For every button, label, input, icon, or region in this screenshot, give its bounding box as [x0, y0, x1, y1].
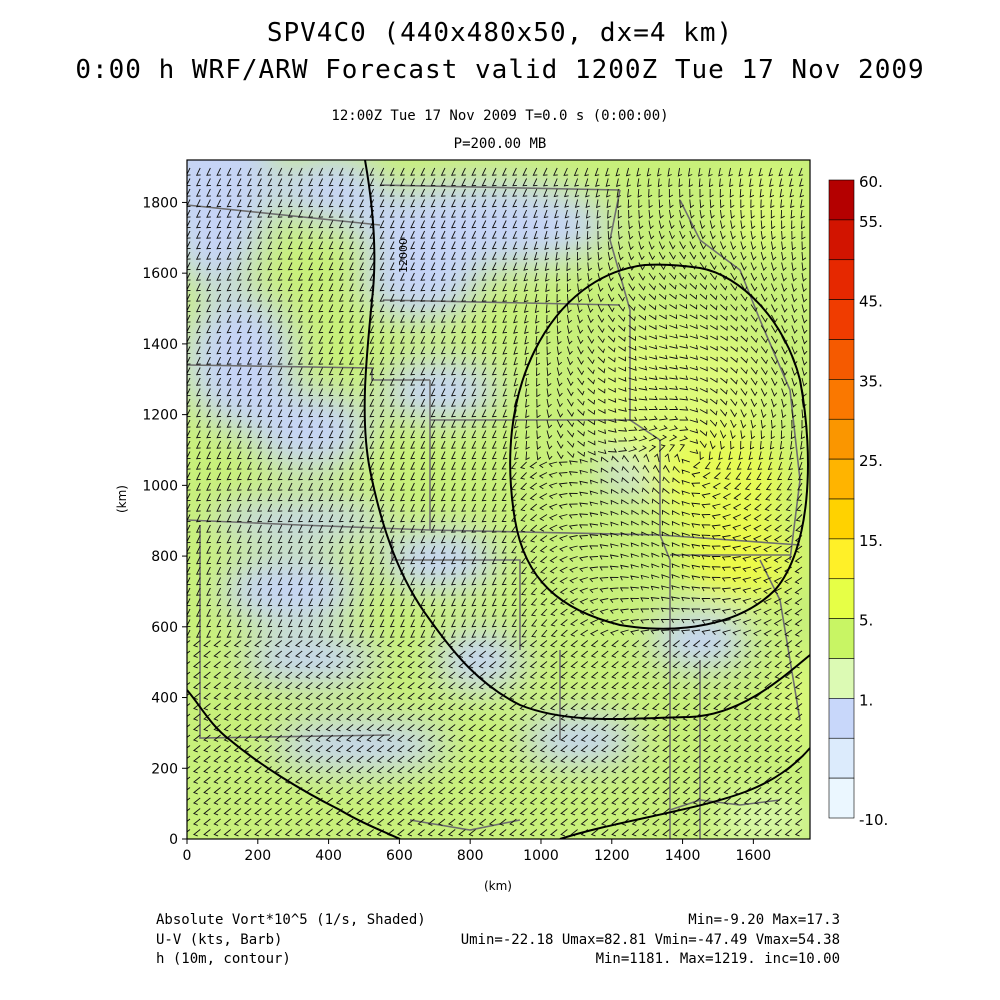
- boundary-line: [199, 525, 391, 739]
- title-line2: 0:00 h WRF/ARW Forecast valid 1200Z Tue …: [75, 55, 925, 85]
- colorbar-label: 15.: [859, 532, 883, 550]
- boundary-line: [187, 204, 381, 226]
- y-tick-label: 1600: [142, 266, 178, 282]
- y-tick-label: 1800: [142, 195, 178, 211]
- colorbar-label: 1.: [859, 691, 873, 709]
- y-tick-label: 1200: [142, 408, 178, 424]
- map-frame: [186, 159, 811, 840]
- x-tick-label: 1200: [594, 848, 630, 864]
- colorbar-segment: [828, 658, 855, 699]
- footer-field1-stats: Min=-9.20 Max=17.3: [688, 912, 840, 928]
- colorbar-segment: [828, 538, 855, 580]
- colorbar-segment: [828, 418, 855, 460]
- title-line1: SPV4C0 (440x480x50, dx=4 km): [266, 18, 734, 48]
- colorbar-label: 25.: [859, 452, 883, 470]
- x-tick-label: 800: [457, 848, 484, 864]
- y-tick-label: 800: [151, 549, 178, 565]
- x-tick-label: 0: [183, 848, 192, 864]
- colorbar-segment: [828, 219, 855, 261]
- boundary-line: [629, 310, 671, 839]
- pressure-level: P=200.00 MB: [453, 136, 547, 152]
- contour-line: [559, 747, 810, 839]
- footer-field2-stats: Umin=-22.18 Umax=82.81 Vmin=-47.49 Vmax=…: [460, 932, 840, 948]
- colorbar-label: 45.: [859, 293, 883, 311]
- barb-glyphs: [187, 167, 808, 837]
- time-info: 12:00Z Tue 17 Nov 2009 T=0.0 s (0:00:00): [331, 108, 669, 124]
- footer-field3: h (10m, contour): [156, 951, 291, 967]
- colorbar-segment: [828, 379, 855, 420]
- colorbar-segment: [828, 498, 855, 540]
- colorbar-segment: [828, 179, 855, 221]
- colorbar-label: 35.: [859, 372, 883, 390]
- colorbar-label: -10.: [859, 811, 888, 829]
- boundary-line: [669, 799, 781, 811]
- boundary-line: [609, 189, 631, 311]
- footer-field2: U-V (kts, Barb): [156, 932, 283, 948]
- colorbar-segment: [828, 698, 855, 739]
- colorbar-segment: [828, 618, 855, 659]
- y-tick-label: 1400: [142, 337, 178, 353]
- y-tick-label: 0: [169, 832, 178, 848]
- boundary-line: [759, 559, 801, 721]
- y-tick-label: 400: [151, 691, 178, 707]
- colorbar-segment: [828, 578, 855, 619]
- y-tick-label: 1000: [142, 478, 178, 494]
- y-tick-label: 200: [151, 761, 178, 777]
- footer-field3-stats: Min=1181. Max=1219. inc=10.00: [595, 951, 840, 967]
- colorbar-segment: [828, 299, 855, 340]
- boundary-line: [379, 184, 621, 191]
- x-tick-label: 1000: [523, 848, 559, 864]
- contour-line: [187, 689, 401, 839]
- colorbar-segment: [828, 339, 855, 380]
- contour-line: [509, 263, 809, 630]
- colorbar-label: 55.: [859, 213, 883, 231]
- colorbar-segment: [828, 259, 855, 300]
- colorbar-segment: [828, 777, 855, 819]
- x-axis: 0 200 400 600 800 1000 1200 1400 1600: [183, 839, 772, 864]
- wind-barbs: [187, 167, 808, 837]
- boundary-line: [187, 519, 801, 546]
- y-axis: 0 200 400 600 800 1000 1200 1400 1600 1800: [142, 195, 187, 848]
- y-tick-label: 600: [151, 620, 178, 636]
- colorbar-label: 5.: [859, 612, 873, 630]
- x-axis-label: (km): [484, 879, 512, 893]
- colorbar-segment: [828, 458, 855, 500]
- colorbar-segment: [828, 737, 855, 779]
- x-tick-label: 600: [386, 848, 413, 864]
- boundary-line: [187, 364, 430, 381]
- x-tick-label: 400: [315, 848, 342, 864]
- colorbar: 60. 55. 45. 35. 25. 15. 5. 1. -10.: [828, 173, 888, 829]
- y-axis-label: (km): [115, 485, 129, 513]
- footer-field1: Absolute Vort*10^5 (1/s, Shaded): [156, 912, 426, 928]
- height-contours: [187, 160, 810, 839]
- contour-line: [363, 160, 810, 720]
- x-tick-label: 1400: [665, 848, 701, 864]
- colorbar-label: 60.: [859, 173, 883, 191]
- x-tick-label: 200: [244, 848, 271, 864]
- contour-label: 12000: [397, 238, 410, 273]
- x-tick-label: 1600: [736, 848, 772, 864]
